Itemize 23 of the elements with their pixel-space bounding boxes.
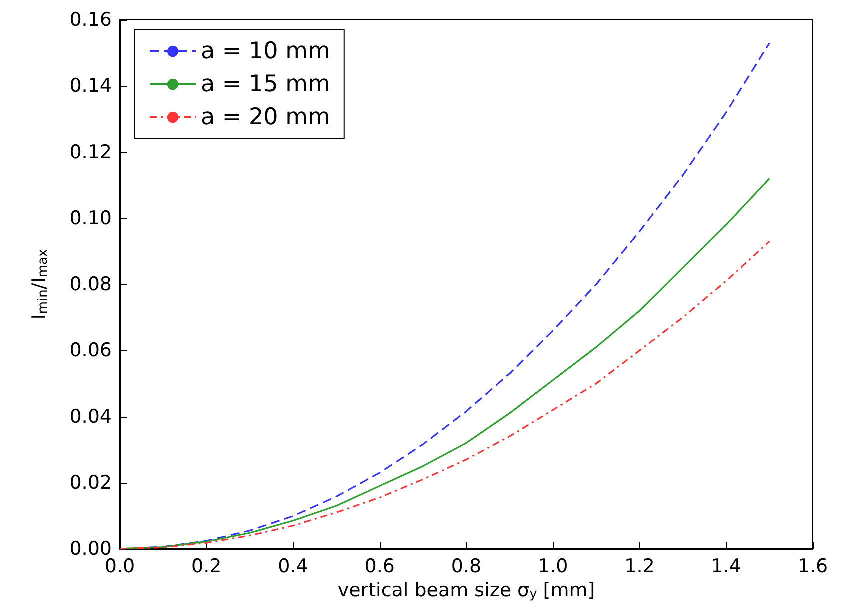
x-tick-label: 1.4 [711,556,742,578]
legend-label: a = 20 mm [201,104,330,130]
y-tick-label: 0.06 [70,340,112,362]
x-tick-label: 1.0 [538,556,568,578]
x-tick-label: 0.2 [192,556,222,578]
y-tick-label: 0.04 [70,406,112,428]
y-tick-label: 0.14 [70,75,112,98]
line-series [119,240,770,550]
y-tick-label: 0.08 [70,274,112,296]
x-axis-title: vertical beam size σy [mm] [338,579,596,602]
x-tick-label: 1.2 [624,556,655,578]
x-tick-label: 0.4 [278,556,308,578]
y-tick-label: 0.02 [70,472,112,494]
x-tick-label: 0.0 [104,556,136,578]
y-tick-label: 0.10 [70,207,112,230]
x-tick-label: 0.6 [364,556,395,578]
y-tick-label: 0.12 [70,141,112,164]
legend-label: a = 15 mm [201,72,330,98]
y-tick-label: 0.16 [70,9,112,31]
x-tick-label: 0.8 [451,556,482,578]
x-tick-label: 1.6 [798,556,828,578]
legend-label: a = 10 mm [201,38,330,64]
y-axis-title: Imin/Imax [28,248,51,320]
